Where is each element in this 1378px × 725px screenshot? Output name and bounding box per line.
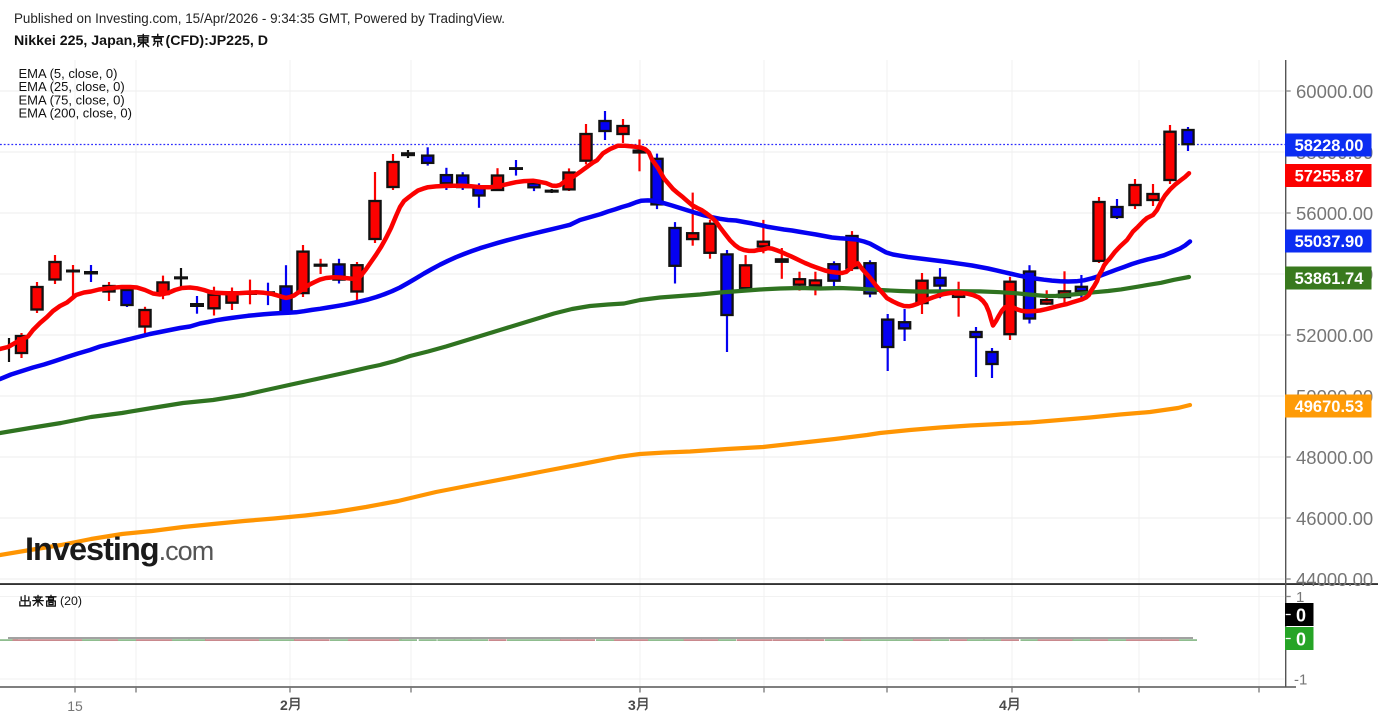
svg-text:(20): (20) xyxy=(60,594,82,608)
svg-text:60000.00: 60000.00 xyxy=(1296,81,1373,102)
svg-text:3: 3 xyxy=(628,697,636,713)
svg-text:46000.00: 46000.00 xyxy=(1296,508,1373,529)
svg-text:44000.00: 44000.00 xyxy=(1296,569,1373,590)
svg-text:53861.74: 53861.74 xyxy=(1295,270,1365,288)
svg-text:58228.00: 58228.00 xyxy=(1295,137,1364,155)
svg-text:EMA (25, close, 0): EMA (25, close, 0) xyxy=(19,79,125,94)
svg-text:EMA (200, close, 0): EMA (200, close, 0) xyxy=(19,106,132,121)
svg-text:2: 2 xyxy=(280,697,288,713)
svg-text:Published on Investing.com, 15: Published on Investing.com, 15/Apr/2026 … xyxy=(14,11,505,26)
svg-text:15: 15 xyxy=(67,698,83,714)
svg-text:55037.90: 55037.90 xyxy=(1295,233,1364,251)
svg-text:Nikkei 225, Japan,: Nikkei 225, Japan, xyxy=(14,33,136,49)
svg-text:56000.00: 56000.00 xyxy=(1296,203,1373,224)
svg-text:EMA (5, close, 0): EMA (5, close, 0) xyxy=(19,66,118,81)
svg-text:Investing.com: Investing.com xyxy=(25,531,213,567)
svg-text:EMA (75, close, 0): EMA (75, close, 0) xyxy=(19,92,125,107)
svg-text:1: 1 xyxy=(1296,589,1304,606)
svg-text:(CFD):JP225, D: (CFD):JP225, D xyxy=(166,33,269,49)
svg-text:4: 4 xyxy=(999,697,1007,713)
svg-text:-1: -1 xyxy=(1294,672,1307,689)
svg-text:0: 0 xyxy=(1296,606,1306,626)
svg-text:52000.00: 52000.00 xyxy=(1296,325,1373,346)
svg-text:57255.87: 57255.87 xyxy=(1295,168,1364,186)
svg-text:49670.53: 49670.53 xyxy=(1295,398,1364,416)
svg-text:48000.00: 48000.00 xyxy=(1296,447,1373,468)
svg-text:0: 0 xyxy=(1296,630,1306,650)
